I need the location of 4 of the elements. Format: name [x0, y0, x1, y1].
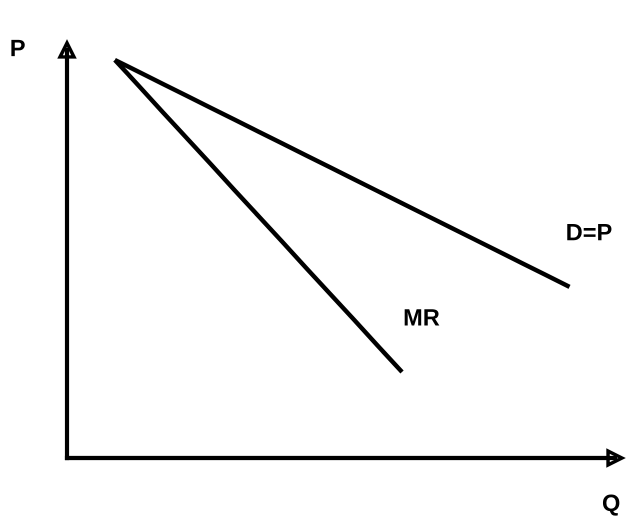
y-axis-title: P: [11, 40, 25, 56]
series-label: MR: [404, 309, 440, 326]
series-label: D=P: [567, 224, 612, 240]
x-axis-title: Q: [602, 494, 620, 516]
